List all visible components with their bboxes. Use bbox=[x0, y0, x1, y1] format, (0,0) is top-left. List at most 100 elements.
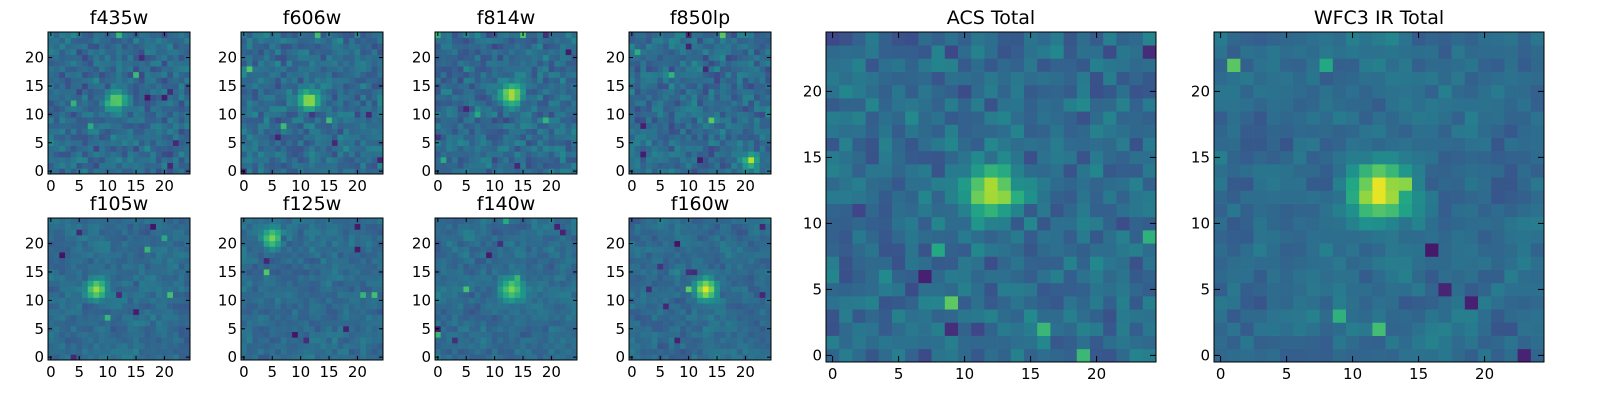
heatmap-cell bbox=[252, 111, 259, 118]
heatmap-cell bbox=[548, 37, 555, 44]
heatmap-cell bbox=[138, 66, 145, 73]
heatmap-cell bbox=[331, 218, 338, 225]
heatmap-cell bbox=[343, 291, 350, 298]
heatmap-cell bbox=[110, 77, 117, 84]
heatmap-cell bbox=[93, 66, 100, 73]
heatmap-cell bbox=[377, 77, 384, 84]
heatmap-cell bbox=[263, 348, 270, 355]
heatmap-cell bbox=[651, 314, 658, 321]
heatmap-cell bbox=[731, 297, 738, 304]
heatmap-cell bbox=[178, 54, 185, 61]
heatmap-cell bbox=[309, 223, 316, 230]
heatmap-cell bbox=[435, 331, 442, 338]
heatmap-cell bbox=[133, 100, 140, 107]
heatmap-cell bbox=[503, 297, 510, 304]
heatmap-cell bbox=[263, 71, 270, 78]
heatmap-cell bbox=[258, 331, 265, 338]
heatmap-cell bbox=[354, 139, 361, 146]
heatmap-cell bbox=[348, 151, 355, 158]
heatmap-cell bbox=[150, 235, 157, 242]
heatmap-cell bbox=[184, 32, 191, 39]
heatmap-cell bbox=[59, 218, 66, 225]
heatmap-cell bbox=[133, 229, 140, 236]
heatmap-cell bbox=[161, 117, 168, 124]
heatmap-cell bbox=[377, 37, 384, 44]
heatmap-cell bbox=[691, 337, 698, 344]
heatmap-cell bbox=[337, 331, 344, 338]
heatmap-cell bbox=[48, 291, 55, 298]
heatmap-cell bbox=[765, 162, 772, 169]
heatmap-cell bbox=[371, 223, 378, 230]
heatmap-cell bbox=[668, 308, 675, 315]
heatmap-cell bbox=[138, 235, 145, 242]
heatmap-cell bbox=[719, 337, 726, 344]
heatmap-cell bbox=[127, 252, 134, 259]
heatmap-cell bbox=[457, 325, 464, 332]
heatmap-cell bbox=[514, 269, 521, 276]
heatmap-cell bbox=[691, 43, 698, 50]
heatmap-cell bbox=[116, 235, 123, 242]
heatmap-cell bbox=[714, 139, 721, 146]
heatmap-cell bbox=[680, 60, 687, 67]
heatmap-cell bbox=[309, 342, 316, 349]
heatmap-cell bbox=[258, 128, 265, 135]
heatmap-cell bbox=[314, 77, 321, 84]
heatmap-cell bbox=[446, 111, 453, 118]
heatmap-cell bbox=[668, 337, 675, 344]
heatmap-cell bbox=[742, 77, 749, 84]
heatmap-cell bbox=[110, 280, 117, 287]
heatmap-cell bbox=[297, 269, 304, 276]
heatmap-cell bbox=[571, 32, 578, 39]
heatmap-cell bbox=[742, 139, 749, 146]
heatmap-cell bbox=[365, 314, 372, 321]
heatmap-cell bbox=[719, 331, 726, 338]
heatmap-cell bbox=[463, 240, 470, 247]
heatmap-cell bbox=[503, 291, 510, 298]
heatmap-cell bbox=[365, 235, 372, 242]
heatmap-cell bbox=[469, 83, 476, 90]
heatmap-cell bbox=[514, 297, 521, 304]
heatmap-cell bbox=[731, 88, 738, 95]
heatmap-cell bbox=[133, 297, 140, 304]
heatmap-cell bbox=[326, 246, 333, 253]
heatmap-cell bbox=[680, 139, 687, 146]
heatmap-cell bbox=[99, 151, 106, 158]
heatmap-cell bbox=[457, 342, 464, 349]
heatmap-cell bbox=[736, 168, 743, 175]
heatmap-cell bbox=[759, 111, 766, 118]
heatmap-cell bbox=[161, 223, 168, 230]
heatmap-cell bbox=[127, 88, 134, 95]
heatmap-cell bbox=[331, 286, 338, 293]
heatmap-cell bbox=[542, 331, 549, 338]
heatmap-cell bbox=[116, 111, 123, 118]
heatmap-cell bbox=[702, 139, 709, 146]
heatmap-cell bbox=[531, 105, 538, 112]
heatmap-cell bbox=[155, 162, 162, 169]
heatmap-cell bbox=[99, 134, 106, 141]
heatmap-cell bbox=[554, 88, 561, 95]
heatmap-cell bbox=[116, 117, 123, 124]
heatmap-cell bbox=[303, 297, 310, 304]
heatmap-cell bbox=[663, 286, 670, 293]
heatmap-cell bbox=[320, 257, 327, 264]
heatmap-cell bbox=[554, 94, 561, 101]
heatmap-cell bbox=[269, 286, 276, 293]
heatmap-cell bbox=[320, 291, 327, 298]
heatmap-cell bbox=[537, 71, 544, 78]
heatmap-cell bbox=[435, 49, 442, 56]
heatmap-cell bbox=[742, 342, 749, 349]
heatmap-cell bbox=[286, 139, 293, 146]
heatmap-cell bbox=[697, 111, 704, 118]
heatmap-cell bbox=[53, 100, 60, 107]
heatmap-cell bbox=[702, 66, 709, 73]
heatmap-cell bbox=[161, 71, 168, 78]
heatmap-cell bbox=[469, 348, 476, 355]
heatmap-cell bbox=[99, 60, 106, 67]
heatmap-cell bbox=[371, 134, 378, 141]
heatmap-cell bbox=[110, 94, 117, 101]
heatmap-cell bbox=[520, 342, 527, 349]
heatmap-cell bbox=[258, 162, 265, 169]
heatmap-cell bbox=[731, 354, 738, 361]
heatmap-cell bbox=[559, 128, 566, 135]
heatmap-cell bbox=[303, 325, 310, 332]
